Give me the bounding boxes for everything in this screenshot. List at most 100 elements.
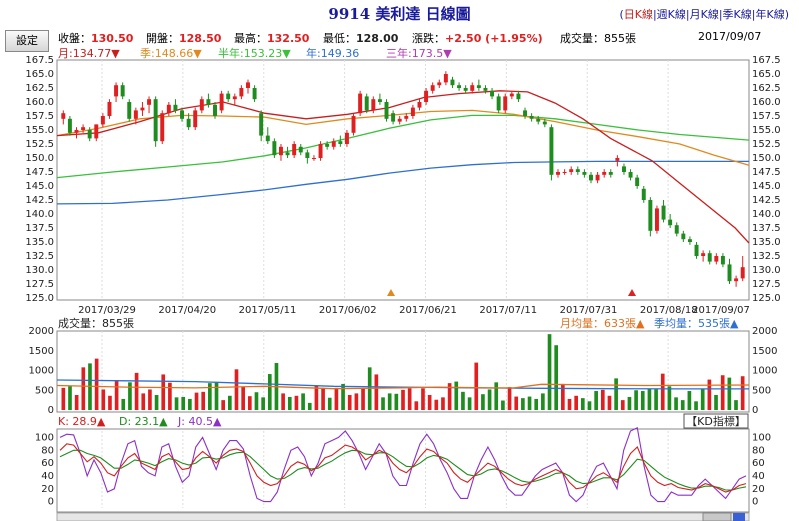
candlesticks [61, 71, 745, 296]
candle-body [654, 208, 659, 231]
volume-panel-label: 成交量：855張 [58, 316, 134, 330]
volume-bar [674, 397, 678, 410]
settings-button[interactable]: 設定 [5, 30, 49, 52]
volume-bar [514, 396, 519, 410]
candle-body [226, 93, 231, 100]
volume-bar [327, 397, 332, 410]
volume-bar [194, 392, 199, 410]
volume-bar [361, 388, 365, 410]
high-value: 132.50 [267, 32, 310, 45]
date-label: 2017/06/02 [319, 305, 377, 316]
candle-body [437, 82, 442, 86]
candle-body [325, 144, 330, 147]
timeframe-weekly-link[interactable]: 週K線 [656, 8, 686, 21]
volume-bar [128, 382, 132, 410]
candle-body [523, 110, 528, 116]
price-tick-right: 135.0 [752, 237, 781, 248]
volume-tick-right: 1000 [752, 366, 777, 377]
candle-body [127, 102, 132, 119]
timeframe-year-link[interactable]: 年K線 [755, 8, 785, 21]
price-panel-frame [56, 59, 750, 301]
close-label: 收盤： [58, 32, 91, 45]
candle-body [424, 90, 429, 102]
price-tick-left: 147.5 [25, 167, 54, 178]
candle-body [292, 144, 297, 156]
candle-body [648, 200, 653, 231]
kd-d-value: D: 23.1▲ [119, 415, 168, 428]
candle-body [661, 205, 666, 220]
candle-body [569, 169, 574, 172]
volume-bar [74, 394, 79, 410]
candle-body [463, 88, 468, 91]
candle-body [615, 158, 620, 161]
price-axis-labels: 167.5 167.5 165.0 165.0 162.5 162.5 160.0 160.0… [25, 55, 780, 304]
price-tick-left: 125.0 [25, 293, 54, 304]
volume-tick-right: 2000 [752, 326, 777, 337]
candle-body [503, 96, 508, 111]
volume-bar [161, 374, 166, 410]
date-label: 2017/09/07 [692, 305, 750, 316]
volume-bar [554, 345, 559, 410]
volume-bar [541, 393, 545, 410]
date-label: 2017/08/18 [640, 305, 698, 316]
month-marker [628, 289, 636, 296]
low-label: 最低： [323, 32, 356, 45]
moving-average-lines [56, 90, 750, 244]
volume-bar [381, 397, 385, 410]
scrollbar-arrow [733, 513, 745, 521]
volume-bar [174, 397, 179, 410]
timeframe-monthly-link[interactable]: 月K線 [689, 8, 719, 21]
ma-season-label: 季:148.66▼ [140, 47, 202, 60]
price-tick-right: 167.5 [752, 55, 781, 66]
ma-halfyear-line [56, 114, 750, 179]
volume-bar [547, 334, 552, 410]
high-label: 最高： [234, 32, 267, 45]
volume-season-ma-line [56, 379, 749, 390]
candle-body [707, 253, 712, 262]
price-tick-left: 157.5 [25, 111, 54, 122]
volume-bar [427, 394, 432, 410]
price-tick-right: 132.5 [752, 251, 781, 262]
candle-body [265, 135, 270, 142]
candle-body [536, 118, 541, 122]
candle-body [160, 113, 165, 142]
volume-bar [181, 396, 186, 410]
candle-body [430, 85, 435, 91]
volume-bar [614, 378, 618, 410]
candle-body [199, 99, 204, 111]
candle-body [74, 130, 79, 133]
candle-body [285, 152, 290, 156]
timeframe-season-link[interactable]: 季K線 [722, 8, 752, 21]
volume-bar [407, 388, 412, 410]
volume-bar [607, 395, 612, 410]
price-tick-right: 150.0 [752, 153, 781, 164]
price-tick-right: 145.0 [752, 181, 781, 192]
volume-bar [441, 397, 445, 410]
kd-j-value: J: 40.5▲ [177, 415, 222, 428]
candle-body [608, 172, 613, 175]
candle-body [397, 118, 402, 122]
kd-tick-right: 100 [752, 432, 771, 443]
volume-bar [267, 374, 272, 410]
timeframe-links: (日K線|週K線|月K線|季K線|年K線) [619, 8, 789, 21]
candle-body [81, 127, 86, 130]
volume-bar [687, 391, 692, 410]
volume-bar [101, 389, 106, 410]
price-tick-left: 137.5 [25, 223, 54, 234]
price-tick-right: 152.5 [752, 139, 781, 150]
price-tick-left: 150.0 [25, 153, 54, 164]
volume-bar [567, 398, 572, 410]
volume-bar [254, 392, 259, 410]
volume-bar [214, 381, 219, 410]
volume-bar [387, 393, 392, 410]
timeframe-daily-link[interactable]: 日K線 [623, 8, 653, 21]
volume-bar [341, 383, 345, 410]
kd-tick-right: 40 [752, 471, 765, 482]
kd-tick-left: 0 [48, 497, 54, 508]
close-value: 130.50 [91, 32, 134, 45]
scrollbar-thumb [702, 512, 732, 521]
change-value: +2.50 (+1.95%) [445, 32, 543, 45]
candle-body [582, 172, 587, 175]
volume-bar [454, 381, 459, 410]
volume-bar [600, 389, 605, 410]
